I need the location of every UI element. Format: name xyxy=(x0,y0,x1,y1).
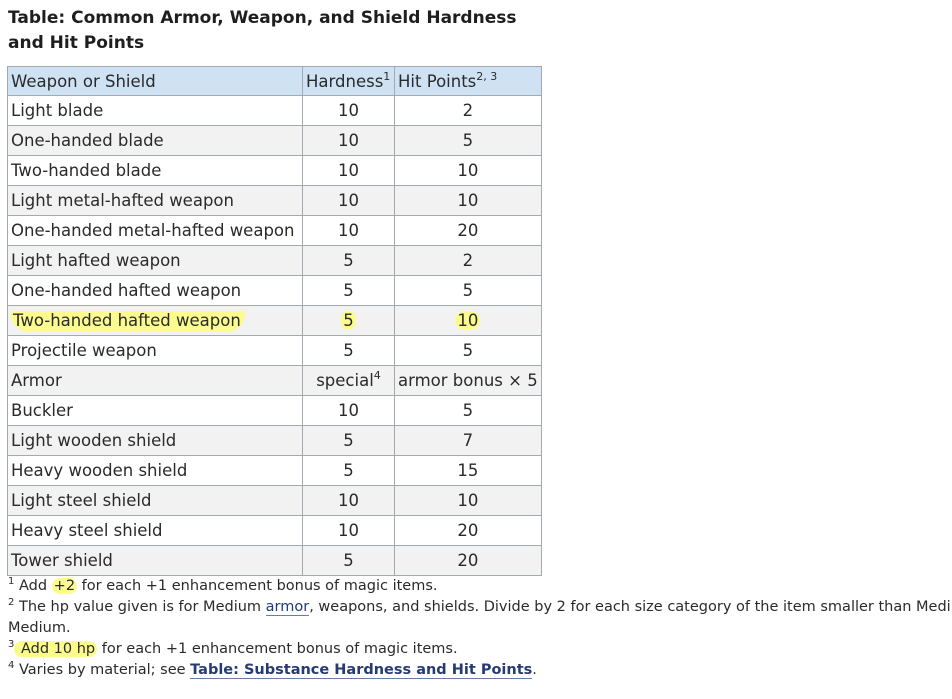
footnote-number: 1 xyxy=(8,576,15,587)
table-row-highlighted: Two-handed hafted weapon 5 10 xyxy=(7,305,542,336)
hp-value: 20 xyxy=(394,515,542,546)
table-row: Two-handed blade 10 10 xyxy=(7,155,542,186)
footnote-2: 2 The hp value given is for Medium armor… xyxy=(8,597,952,616)
hp-value: 20 xyxy=(394,215,542,246)
hp-value: 10 xyxy=(394,185,542,216)
table-row: One-handed hafted weapon 5 5 xyxy=(7,275,542,306)
item-name: Armor xyxy=(7,365,303,396)
item-name: Light blade xyxy=(7,95,303,126)
table-header-row: Weapon or Shield Hardness1 Hit Points2, … xyxy=(7,66,542,96)
header-weapon-or-shield: Weapon or Shield xyxy=(7,66,303,96)
item-name: Heavy wooden shield xyxy=(7,455,303,486)
hardness-value: special4 xyxy=(302,365,395,396)
hardness-value: 5 xyxy=(302,245,395,276)
hardness-table: Weapon or Shield Hardness1 Hit Points2, … xyxy=(7,66,542,576)
hp-value: 10 xyxy=(394,155,542,186)
table-row: Light wooden shield 5 7 xyxy=(7,425,542,456)
footnote-number: 2 xyxy=(8,597,15,608)
hp-value: 15 xyxy=(394,455,542,486)
item-name: Light hafted weapon xyxy=(7,245,303,276)
highlight-mark: 10 xyxy=(455,311,481,330)
hardness-value: 5 xyxy=(302,305,395,336)
item-name: Projectile weapon xyxy=(7,335,303,366)
item-name: Two-handed hafted weapon xyxy=(7,305,303,336)
item-name: Light wooden shield xyxy=(7,425,303,456)
hardness-value: 10 xyxy=(302,125,395,156)
footnote-2-continued: Medium. xyxy=(8,620,71,636)
footnote-ref-1[interactable]: 1 xyxy=(383,69,391,83)
table-row: Buckler 10 5 xyxy=(7,395,542,426)
item-name: Buckler xyxy=(7,395,303,426)
hp-value: 5 xyxy=(394,395,542,426)
table-row: Light blade 10 2 xyxy=(7,95,542,126)
hardness-value: 10 xyxy=(302,515,395,546)
item-name: Light metal-hafted weapon xyxy=(7,185,303,216)
hardness-value: 5 xyxy=(302,455,395,486)
hardness-value: 10 xyxy=(302,485,395,516)
table-row: Projectile weapon 5 5 xyxy=(7,335,542,366)
header-hit-points: Hit Points2, 3 xyxy=(394,66,542,96)
item-name: Tower shield xyxy=(7,545,303,576)
hp-value: 2 xyxy=(394,245,542,276)
hardness-value: 10 xyxy=(302,395,395,426)
hp-value: 5 xyxy=(394,335,542,366)
hardness-value: 5 xyxy=(302,545,395,576)
footnotes: 1 Add +2 for each +1 enhancement bonus o… xyxy=(8,576,952,681)
hp-value: 20 xyxy=(394,545,542,576)
hardness-value: 5 xyxy=(302,425,395,456)
footnote-number: 4 xyxy=(8,660,15,671)
header-hardness: Hardness1 xyxy=(302,66,395,96)
footnote-1: 1 Add +2 for each +1 enhancement bonus o… xyxy=(8,576,438,594)
hardness-value: 10 xyxy=(302,185,395,216)
hardness-value: 10 xyxy=(302,155,395,186)
table-row: Light metal-hafted weapon 10 10 xyxy=(7,185,542,216)
footnote-ref-4[interactable]: 4 xyxy=(373,369,381,382)
footnote-ref-2-3[interactable]: 2, 3 xyxy=(476,69,498,83)
substance-hardness-link[interactable]: Table: Substance Hardness and Hit Points xyxy=(190,662,533,679)
table-row: One-handed metal-hafted weapon 10 20 xyxy=(7,215,542,246)
hp-value: armor bonus × 5 xyxy=(394,365,542,396)
highlight-mark: 5 xyxy=(341,311,356,330)
hardness-value: 5 xyxy=(302,275,395,306)
footnote-number: 3 xyxy=(8,639,15,650)
table-title: Table: Common Armor, Weapon, and Shield … xyxy=(8,8,517,53)
table-row: Heavy wooden shield 5 15 xyxy=(7,455,542,486)
armor-link[interactable]: armor xyxy=(265,599,310,616)
highlight-mark: +2 xyxy=(51,578,78,594)
item-name: Light steel shield xyxy=(7,485,303,516)
hp-value: 2 xyxy=(394,95,542,126)
table-row: One-handed blade 10 5 xyxy=(7,125,542,156)
table-row: Light steel shield 10 10 xyxy=(7,485,542,516)
table-row: Tower shield 5 20 xyxy=(7,545,542,576)
footnote-4: 4 Varies by material; see Table: Substan… xyxy=(8,660,537,679)
hp-value: 5 xyxy=(394,275,542,306)
item-name: One-handed blade xyxy=(7,125,303,156)
table-row: Armor special4 armor bonus × 5 xyxy=(7,365,542,396)
table-row: Light hafted weapon 5 2 xyxy=(7,245,542,276)
item-name: One-handed metal-hafted weapon xyxy=(7,215,303,246)
item-name: Heavy steel shield xyxy=(7,515,303,546)
item-name: One-handed hafted weapon xyxy=(7,275,303,306)
hp-value: 7 xyxy=(394,425,542,456)
table-row: Heavy steel shield 10 20 xyxy=(7,515,542,546)
hp-value: 5 xyxy=(394,125,542,156)
hardness-value: 5 xyxy=(302,335,395,366)
footnote-3: 3 Add 10 hp for each +1 enhancement bonu… xyxy=(8,639,458,657)
item-name: Two-handed blade xyxy=(7,155,303,186)
highlight-mark: Add 10 hp xyxy=(14,641,98,657)
hp-value: 10 xyxy=(394,485,542,516)
hardness-value: 10 xyxy=(302,215,395,246)
hardness-value: 10 xyxy=(302,95,395,126)
highlight-mark: Two-handed hafted weapon xyxy=(11,311,245,332)
hp-value: 10 xyxy=(394,305,542,336)
